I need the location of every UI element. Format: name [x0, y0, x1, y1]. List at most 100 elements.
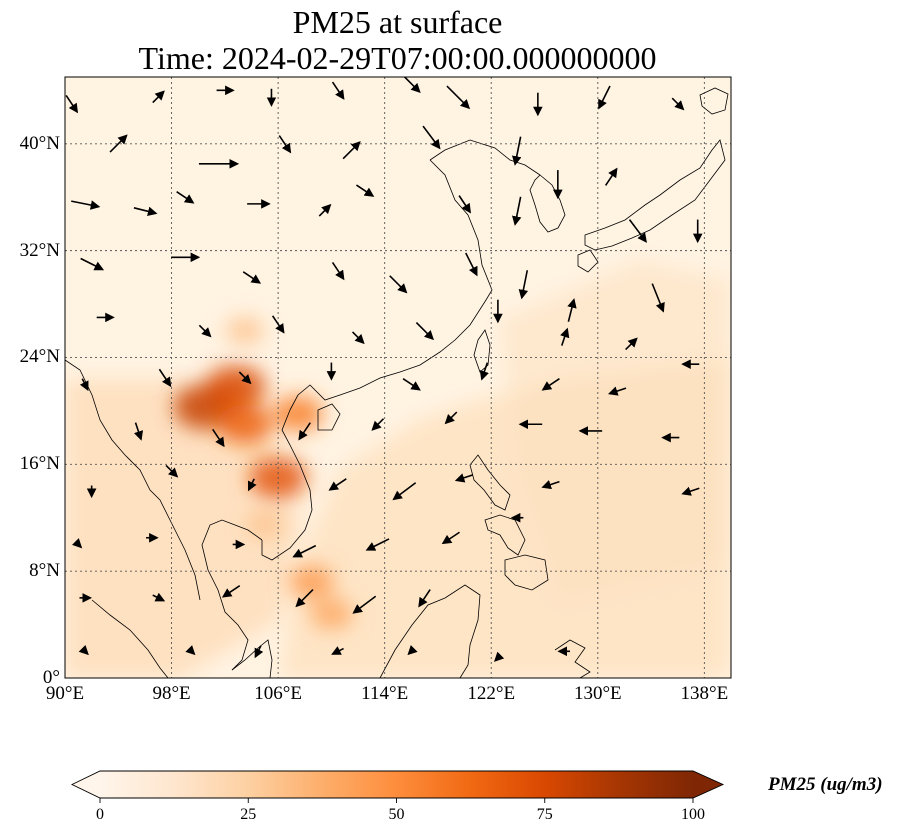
colorbar-label: PM25 (ug/m3) — [768, 774, 883, 795]
wind-arrow — [681, 486, 700, 496]
colorbar-max-extension — [693, 771, 723, 798]
coastline-borneo — [379, 584, 481, 678]
map-frame — [64, 76, 732, 679]
coastline-malay-peninsula — [231, 639, 273, 678]
hotspot-6 — [310, 598, 353, 630]
colorbar — [70, 770, 725, 803]
wind-arrow — [152, 90, 165, 104]
wind-arrow — [271, 315, 285, 334]
wind-arrow — [133, 206, 158, 217]
wind-arrow — [560, 327, 570, 346]
lat-tick-label: 32°N — [19, 239, 60, 261]
wind-arrow — [331, 261, 345, 281]
wind-arrow — [403, 77, 421, 94]
wind-arrow — [371, 418, 385, 431]
wind-arrow — [392, 482, 417, 501]
coastline-philippines-luzon — [469, 454, 511, 511]
indochina-haze — [65, 380, 300, 678]
colorbar-min-extension — [72, 771, 100, 798]
wind-arrow — [518, 270, 529, 300]
wind-arrow — [389, 275, 408, 294]
wind-arrow — [342, 141, 361, 160]
wind-arrow — [444, 411, 458, 425]
coastline-vietnam — [261, 409, 313, 561]
sea-haze-layer — [65, 260, 731, 678]
lat-tick-label: 16°N — [19, 453, 60, 475]
coastline-taiwan — [473, 329, 491, 373]
coastline-japan-kyushu — [577, 249, 599, 273]
wind-arrow — [109, 134, 128, 153]
wind-arrow — [79, 378, 89, 392]
lon-tick-label: 114°E — [361, 683, 409, 704]
wind-arrow — [415, 321, 435, 341]
wind-arrow — [298, 422, 311, 441]
wind-arrow — [352, 595, 377, 614]
coastline-philippines-visayas — [484, 514, 526, 556]
wind-arrow — [248, 478, 257, 492]
wind-arrow — [152, 592, 166, 602]
coastline-mindanao — [504, 554, 549, 591]
wind-arrow — [158, 368, 172, 388]
hotspot-4 — [273, 395, 324, 432]
coastline-gulf-thailand — [201, 519, 263, 671]
coastlines — [65, 87, 729, 678]
wind-arrow — [407, 644, 418, 656]
wind-arrow — [133, 422, 144, 441]
wind-arrow — [418, 589, 431, 608]
wind-arrow — [651, 283, 665, 313]
hotspot-5 — [288, 565, 334, 598]
colorbar-body — [100, 771, 693, 798]
wind-arrow — [212, 428, 225, 448]
coastline-china-east — [289, 159, 493, 411]
wind-arrow — [494, 651, 505, 662]
wind-arrow — [625, 337, 638, 351]
hotspot-1 — [205, 365, 266, 409]
wind-arrow — [351, 331, 365, 345]
wind-arrow — [541, 480, 560, 490]
wind-arrow — [254, 645, 264, 659]
wind-arrow — [454, 473, 474, 483]
wind-arrow — [628, 219, 647, 243]
wind-arrow — [365, 538, 390, 551]
wind-arrow — [567, 298, 577, 322]
wind-arrow — [318, 203, 332, 217]
coastline-hokkaido — [699, 87, 729, 115]
wind-arrow — [422, 125, 441, 150]
wind-arrow — [80, 257, 105, 271]
wind-arrow — [176, 191, 195, 204]
wind-arrow — [608, 386, 627, 396]
wind-arrow — [292, 544, 317, 558]
wind-arrow — [458, 195, 471, 214]
colorbar-tick-label: 100 — [681, 806, 705, 823]
hotspot-8 — [226, 317, 264, 345]
wind-arrow — [238, 371, 252, 385]
wind-arrow — [295, 589, 314, 608]
wind-arrow — [541, 378, 560, 391]
wind-arrow — [72, 538, 83, 549]
wind-arrow — [331, 646, 344, 655]
map-title: PM25 at surface — [292, 4, 503, 40]
wind-arrow — [165, 464, 179, 478]
lat-tick-label: 24°N — [19, 346, 60, 368]
wind-vectors — [65, 77, 703, 662]
wind-arrow — [598, 85, 611, 110]
wind-arrow — [604, 167, 618, 186]
wind-arrow — [328, 478, 347, 491]
colorbar-tick-label: 0 — [96, 806, 104, 823]
coastline-japan-honshu — [584, 139, 726, 251]
wind-arrow — [441, 531, 460, 545]
hotspot-2 — [217, 404, 273, 444]
coastline-myanmar — [65, 359, 201, 601]
wind-arrow — [78, 644, 89, 656]
lon-tick-label: 122°E — [467, 683, 516, 704]
wind-arrow — [221, 585, 241, 598]
wind-arrow — [511, 196, 522, 226]
colorbar-tick-label: 75 — [536, 806, 553, 823]
lat-tick-label: 40°N — [19, 132, 60, 154]
lon-tick-label: 98°E — [152, 683, 191, 704]
lon-tick-label: 138°E — [680, 683, 729, 704]
wind-arrow — [465, 252, 478, 277]
wind-arrow — [479, 362, 489, 381]
wind-arrow — [356, 184, 375, 197]
